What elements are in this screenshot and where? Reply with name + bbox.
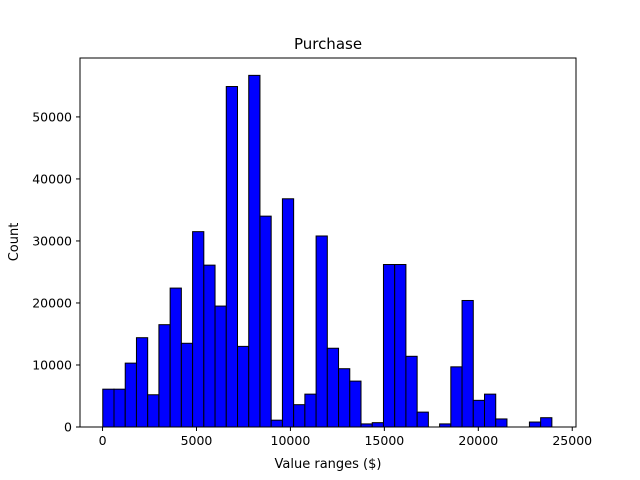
histogram-bar — [237, 345, 250, 428]
histogram-bar — [124, 362, 137, 428]
y-axis-ticks: 0 10000 20000 30000 40000 50000 — [32, 109, 80, 435]
histogram-bar — [326, 347, 340, 428]
histogram-bar — [304, 393, 317, 428]
y-tick-label: 10000 — [32, 357, 72, 372]
histogram-bar — [270, 419, 283, 428]
histogram-bar — [135, 337, 149, 428]
histogram-bar — [394, 264, 407, 428]
x-tick-label: 15000 — [364, 433, 404, 448]
histogram-bar — [405, 355, 418, 428]
histogram-bar — [450, 366, 463, 428]
y-tick-label: 40000 — [32, 171, 72, 186]
x-tick-label: 0 — [99, 433, 107, 448]
histogram-bar — [338, 368, 351, 428]
histogram-bar — [540, 417, 553, 428]
histogram-bar — [281, 198, 295, 428]
histogram-bar — [248, 74, 261, 428]
histogram-bar — [169, 287, 182, 428]
histogram-bar — [528, 421, 542, 428]
histogram-bar — [293, 404, 306, 428]
histogram-bar — [259, 215, 272, 428]
histogram-bar — [315, 235, 328, 428]
histogram-bar — [102, 388, 115, 428]
histogram-bar — [180, 342, 194, 428]
histogram-bar — [416, 411, 429, 428]
histogram-bar — [382, 264, 396, 428]
bars-group — [102, 74, 553, 428]
x-tick-label: 20000 — [458, 433, 498, 448]
histogram-bar — [225, 86, 239, 428]
histogram-bar — [371, 422, 384, 428]
x-tick-label: 10000 — [271, 433, 311, 448]
x-tick-label: 25000 — [552, 433, 592, 448]
x-axis-label: Value ranges ($) — [275, 457, 382, 472]
histogram-bar — [203, 264, 216, 428]
x-tick-label: 5000 — [181, 433, 213, 448]
histogram-bar — [214, 305, 227, 428]
y-tick-label: 50000 — [32, 109, 72, 124]
histogram-bar — [113, 388, 126, 428]
histogram-bar — [461, 299, 474, 428]
histogram-bar — [158, 324, 171, 428]
histogram-bar — [192, 231, 205, 428]
y-tick-label: 30000 — [32, 233, 72, 248]
y-axis-label: Count — [7, 223, 22, 262]
histogram-bar — [495, 418, 508, 428]
y-tick-label: 0 — [64, 420, 72, 435]
histogram-bar — [147, 394, 160, 428]
histogram-bar — [472, 399, 486, 428]
x-axis-ticks: 0 5000 10000 15000 20000 25000 — [99, 427, 592, 448]
chart-title: Purchase — [294, 35, 362, 53]
plot-frame — [79, 57, 577, 428]
histogram-bar — [484, 393, 497, 428]
y-tick-label: 20000 — [32, 295, 72, 310]
histogram-bar — [349, 380, 362, 428]
